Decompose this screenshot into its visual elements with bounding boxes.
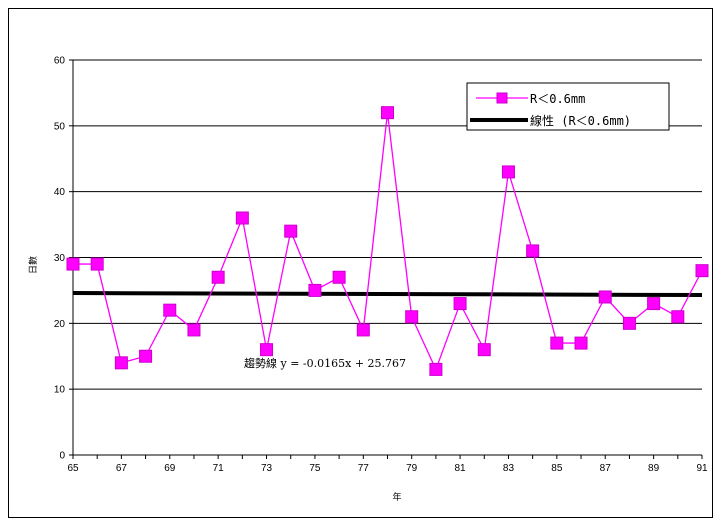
data-point-88 bbox=[622, 316, 636, 330]
legend-box bbox=[466, 82, 670, 131]
x-tick-label-71: 71 bbox=[213, 463, 225, 474]
x-tick-label-69: 69 bbox=[164, 463, 176, 474]
data-point-67 bbox=[114, 356, 128, 370]
x-tick-label-87: 87 bbox=[600, 463, 612, 474]
legend-marker-magenta bbox=[496, 92, 508, 104]
x-tick-label-89: 89 bbox=[648, 463, 660, 474]
y-tick-label-50: 50 bbox=[54, 121, 66, 132]
x-tick-label-85: 85 bbox=[551, 463, 563, 474]
y-tick-label-0: 0 bbox=[59, 451, 65, 462]
y-axis-title: 日數 bbox=[27, 256, 39, 274]
x-tick-label-67: 67 bbox=[116, 463, 128, 474]
data-point-89 bbox=[647, 297, 661, 311]
x-tick-label-81: 81 bbox=[455, 463, 467, 474]
x-tick-label-75: 75 bbox=[309, 463, 321, 474]
data-point-87 bbox=[598, 290, 612, 304]
y-tick-label-40: 40 bbox=[54, 187, 66, 198]
data-point-85 bbox=[550, 336, 564, 350]
data-point-83 bbox=[501, 165, 515, 179]
data-point-79 bbox=[405, 310, 419, 324]
data-point-80 bbox=[429, 362, 443, 376]
trendline bbox=[72, 291, 703, 298]
data-point-82 bbox=[477, 343, 491, 357]
data-point-76 bbox=[332, 270, 346, 284]
y-tick-label-60: 60 bbox=[54, 56, 66, 67]
y-tick-label-10: 10 bbox=[54, 385, 66, 396]
y-tick-label-30: 30 bbox=[54, 253, 66, 264]
data-point-74 bbox=[284, 224, 298, 238]
series-line bbox=[73, 112, 703, 372]
series-r-lt-0-6mm bbox=[66, 106, 709, 376]
data-point-71 bbox=[211, 270, 225, 284]
legend: R＜0.6mm 線性 (R＜0.6mm) bbox=[466, 82, 670, 131]
x-tick-label-65: 65 bbox=[67, 463, 79, 474]
gridlines bbox=[73, 59, 702, 390]
x-tick-label-73: 73 bbox=[261, 463, 273, 474]
data-point-68 bbox=[139, 349, 153, 363]
data-point-73 bbox=[260, 343, 274, 357]
x-tick-label-83: 83 bbox=[503, 463, 515, 474]
data-point-84 bbox=[526, 244, 540, 258]
axes bbox=[69, 59, 703, 459]
data-point-91 bbox=[695, 264, 709, 278]
data-point-66 bbox=[90, 257, 104, 271]
trendline-equation: 趨勢線 y = -0.0165x + 25.767 bbox=[244, 356, 406, 370]
x-tick-label-77: 77 bbox=[358, 463, 370, 474]
legend-label-series: R＜0.6mm bbox=[530, 92, 585, 106]
trendline-line bbox=[72, 291, 703, 298]
data-point-72 bbox=[235, 211, 249, 225]
data-point-65 bbox=[66, 257, 80, 271]
y-tick-label-20: 20 bbox=[54, 319, 66, 330]
x-tick-label-91: 91 bbox=[696, 463, 708, 474]
data-point-69 bbox=[163, 303, 177, 317]
data-point-77 bbox=[356, 323, 370, 337]
data-point-70 bbox=[187, 323, 201, 337]
data-point-90 bbox=[671, 310, 685, 324]
data-point-86 bbox=[574, 336, 588, 350]
data-point-81 bbox=[453, 297, 467, 311]
x-tick-label-79: 79 bbox=[406, 463, 418, 474]
data-point-75 bbox=[308, 283, 322, 297]
x-axis-title: 年 bbox=[392, 491, 401, 503]
data-point-78 bbox=[381, 106, 394, 120]
x-tick-labels: 65 67 69 71 73 75 77 79 81 83 85 87 89 91 bbox=[67, 463, 708, 474]
legend-label-trendline: 線性 (R＜0.6mm) bbox=[530, 113, 631, 128]
y-tick-labels: 0 10 20 30 40 50 60 bbox=[54, 56, 66, 462]
